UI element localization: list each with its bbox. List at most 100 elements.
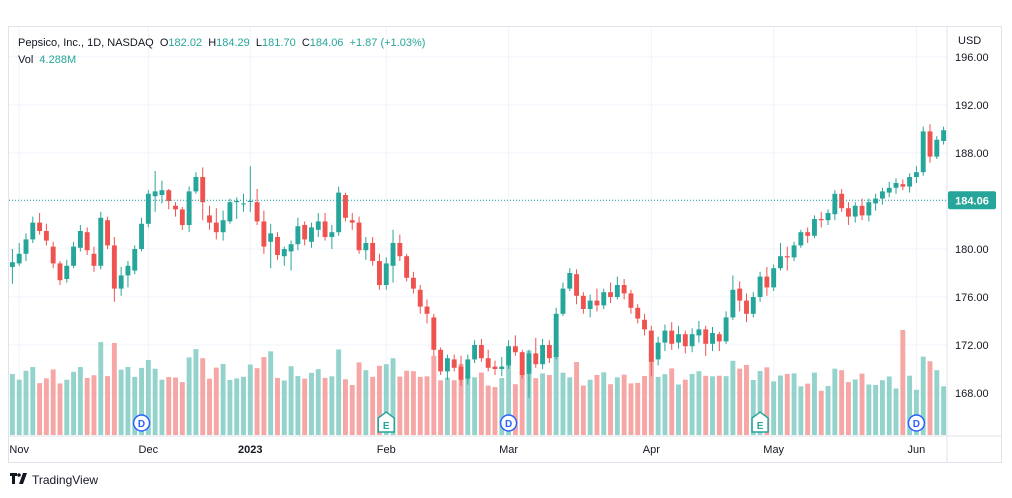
candle-body (315, 221, 321, 230)
candle-body (710, 333, 715, 344)
volume-bar (363, 370, 369, 435)
candle-body (363, 243, 369, 251)
volume-bar (757, 371, 763, 435)
volume-bar (580, 385, 586, 435)
chart-frame[interactable] (8, 26, 1002, 463)
candle-body (866, 202, 872, 216)
volume-bar (390, 358, 396, 435)
candle-body (322, 221, 328, 237)
volume-bar (499, 378, 505, 435)
candle-body (105, 220, 111, 246)
volume-bar (812, 372, 817, 435)
volume-bar (145, 359, 151, 435)
candle-body (805, 232, 811, 236)
candle-body (16, 253, 22, 264)
candle-body (913, 172, 919, 177)
volume-bar (832, 368, 838, 435)
candle-body (254, 202, 260, 222)
y-tick-label: 180.00 (955, 244, 989, 256)
candle-body (438, 349, 444, 372)
last-price-badge (948, 191, 996, 210)
volume-bar (682, 379, 688, 435)
volume-bar (730, 360, 736, 435)
dividend-marker-icon[interactable] (907, 414, 926, 432)
candle-body (241, 203, 246, 205)
volume-bar (424, 376, 430, 435)
candle-body (98, 217, 104, 266)
candle-body (560, 288, 566, 314)
candle-body (30, 222, 36, 240)
candle-body (920, 131, 926, 173)
candle-body (336, 192, 342, 233)
candle-body (64, 265, 70, 279)
candle-body (417, 289, 423, 307)
volume-bar (213, 367, 219, 435)
x-tick-label: Nov (9, 444, 29, 456)
candle-body (383, 263, 389, 285)
dividend-marker-label: D (913, 419, 920, 430)
volume-label: Vol (18, 54, 34, 66)
volume-bar (512, 384, 518, 435)
tradingview-logo-icon (10, 469, 28, 487)
dividend-marker-icon[interactable] (499, 414, 518, 432)
dividend-marker-label: D (505, 419, 512, 430)
candle-body (655, 342, 661, 360)
candle-body (601, 292, 607, 306)
volume-bar (540, 373, 546, 435)
dividend-marker-icon[interactable] (132, 414, 151, 432)
low-value: 181.70 (262, 37, 296, 49)
volume-bar (662, 374, 668, 435)
candle-body (458, 366, 464, 380)
candle-body (757, 276, 763, 297)
volume-bar (893, 388, 899, 435)
candle-body (621, 285, 627, 294)
volume-bar (676, 384, 681, 435)
volume-bar (234, 378, 240, 435)
tradingview-brand[interactable]: TradingView (10, 469, 98, 487)
y-tick-label: 168.00 (955, 388, 989, 400)
x-tick-label: Apr (643, 444, 660, 456)
volume-bar (879, 380, 885, 435)
volume-bar (907, 375, 913, 435)
candle-body (23, 239, 29, 254)
candle-body (302, 225, 308, 240)
candle-body (499, 366, 505, 369)
volume-bar (519, 372, 525, 435)
volume-bar (920, 356, 926, 435)
volume-bar (376, 365, 382, 435)
volume-bar (356, 362, 362, 435)
candle-body (845, 208, 851, 217)
volume-bar (621, 374, 627, 435)
earnings-marker-icon[interactable] (377, 411, 395, 433)
volume-bar (207, 378, 212, 435)
volume-bar (927, 361, 933, 435)
candle-body (574, 274, 580, 296)
volume-bar (438, 380, 444, 435)
candle-body (71, 246, 77, 266)
candle-body (186, 191, 192, 225)
candle-body (84, 232, 90, 251)
candle-body (288, 244, 294, 252)
earnings-marker-label: E (383, 421, 390, 432)
volume-bar (343, 379, 348, 435)
volume-bar (397, 376, 403, 435)
candle-body (723, 317, 729, 342)
earnings-marker-icon[interactable] (751, 411, 769, 433)
volume-bar (594, 374, 600, 435)
volume-bar (71, 371, 77, 435)
candle-body (213, 222, 219, 233)
candle-body (614, 285, 620, 297)
candle-body (37, 222, 43, 231)
volume-bar (329, 376, 335, 435)
candle-body (703, 329, 709, 344)
volume-bar (655, 376, 661, 435)
candle-body (852, 205, 858, 217)
volume-bar (642, 376, 647, 435)
volume-bar (628, 383, 634, 435)
candle-body (485, 358, 491, 368)
candle-body (873, 198, 879, 204)
candle-body (390, 243, 396, 266)
candle-body (410, 277, 416, 289)
candle-body (791, 245, 797, 258)
